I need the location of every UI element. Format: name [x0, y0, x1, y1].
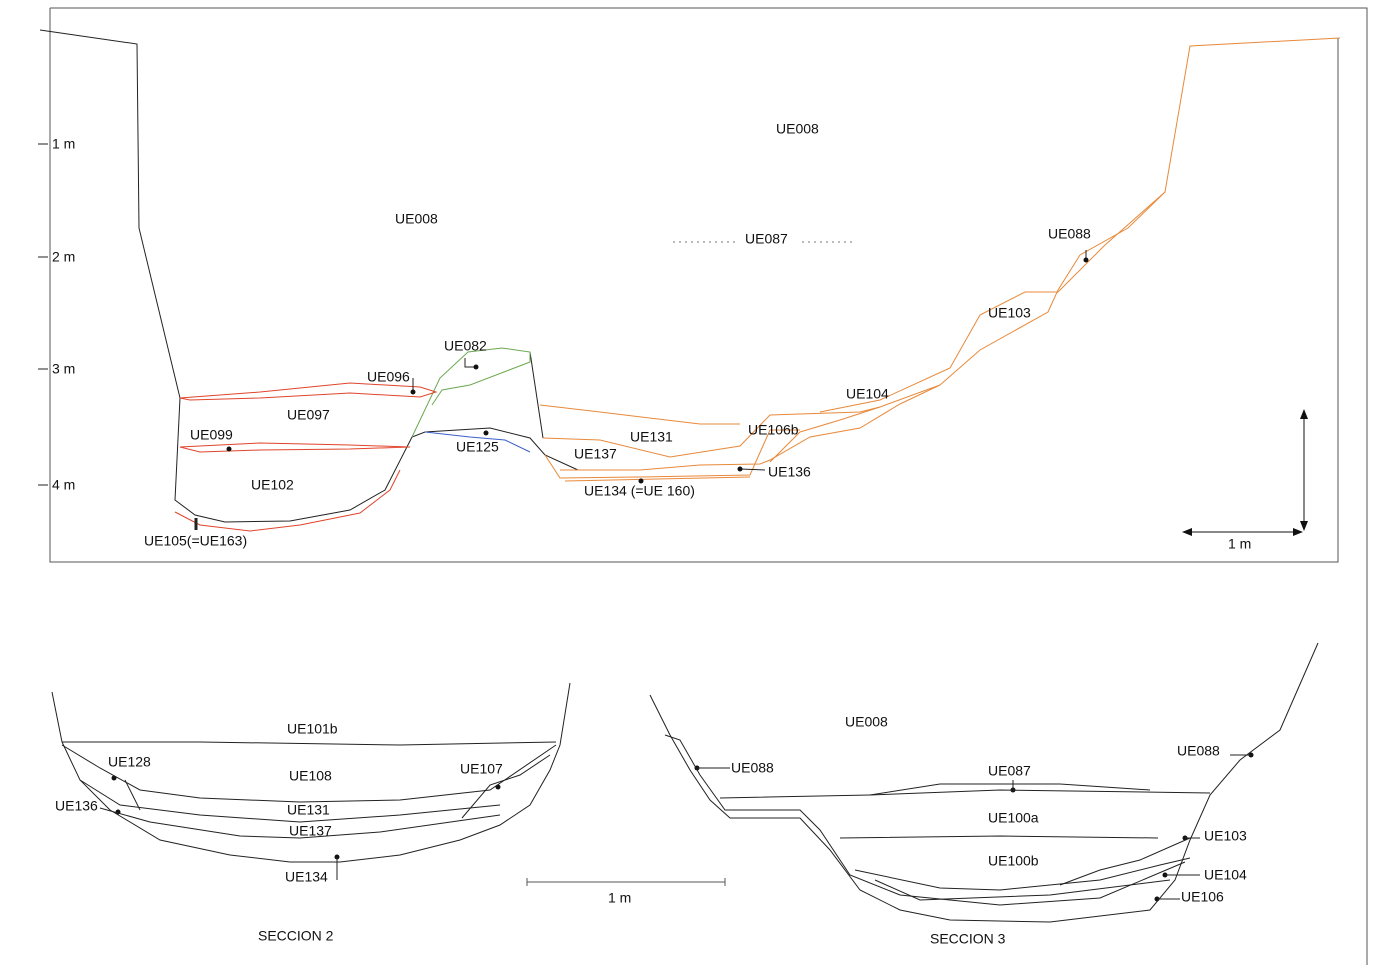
unit-label: UE008 — [845, 714, 888, 730]
unit-label: UE008 — [395, 211, 438, 227]
unit-label: UE108 — [289, 768, 332, 784]
unit-label: UE128 — [108, 754, 151, 770]
depth-label: 3 m — [52, 361, 75, 377]
unit-label: UE087 — [745, 231, 788, 247]
unit-label: UE134 — [285, 869, 328, 885]
unit-label: UE088 — [731, 760, 774, 776]
unit-label: UE137 — [289, 823, 332, 839]
unit-label: UE088 — [1048, 226, 1091, 242]
unit-label: UE106b — [748, 422, 799, 438]
depth-label: 4 m — [52, 477, 75, 493]
unit-label: UE100b — [988, 853, 1039, 869]
unit-label: UE134 (=UE 160) — [584, 483, 695, 499]
unit-label: UE136 — [55, 798, 98, 814]
frames — [49, 7, 1368, 965]
section2-lines — [51, 682, 726, 886]
depth-label: 1 m — [52, 136, 75, 152]
scale-label: 1 m — [608, 890, 631, 906]
unit-label: UE088 — [1177, 743, 1220, 759]
dots — [111, 257, 1254, 902]
unit-label: UE105(=UE163) — [144, 533, 247, 549]
unit-label: UE097 — [287, 407, 330, 423]
unit-label: UE131 — [630, 429, 673, 445]
unit-label: UE101b — [287, 721, 338, 737]
section1-lines — [38, 29, 1341, 536]
unit-label: UE106 — [1181, 889, 1224, 905]
unit-label: UE107 — [460, 761, 503, 777]
unit-label: UE137 — [574, 446, 617, 462]
unit-label: UE008 — [776, 121, 819, 137]
labels: 1 m 2 m 3 m 4 m UE008 UE008 UE087 UE088 … — [52, 121, 1251, 947]
section3-lines — [649, 642, 1319, 923]
unit-label: UE104 — [846, 386, 889, 402]
section-title: SECCION 3 — [930, 931, 1006, 947]
unit-label: UE087 — [988, 763, 1031, 779]
unit-label: UE103 — [1204, 828, 1247, 844]
scale-label: 1 m — [1228, 536, 1251, 552]
unit-label: UE103 — [988, 305, 1031, 321]
unit-label: UE104 — [1204, 867, 1247, 883]
section-title: SECCION 2 — [258, 928, 334, 944]
unit-label: UE136 — [768, 464, 811, 480]
unit-label: UE131 — [287, 802, 330, 818]
unit-label: UE099 — [190, 427, 233, 443]
unit-label: UE082 — [444, 338, 487, 354]
unit-label: UE125 — [456, 439, 499, 455]
depth-label: 2 m — [52, 249, 75, 265]
unit-label: UE102 — [251, 477, 294, 493]
unit-label: UE100a — [988, 810, 1039, 826]
unit-label: UE096 — [367, 369, 410, 385]
